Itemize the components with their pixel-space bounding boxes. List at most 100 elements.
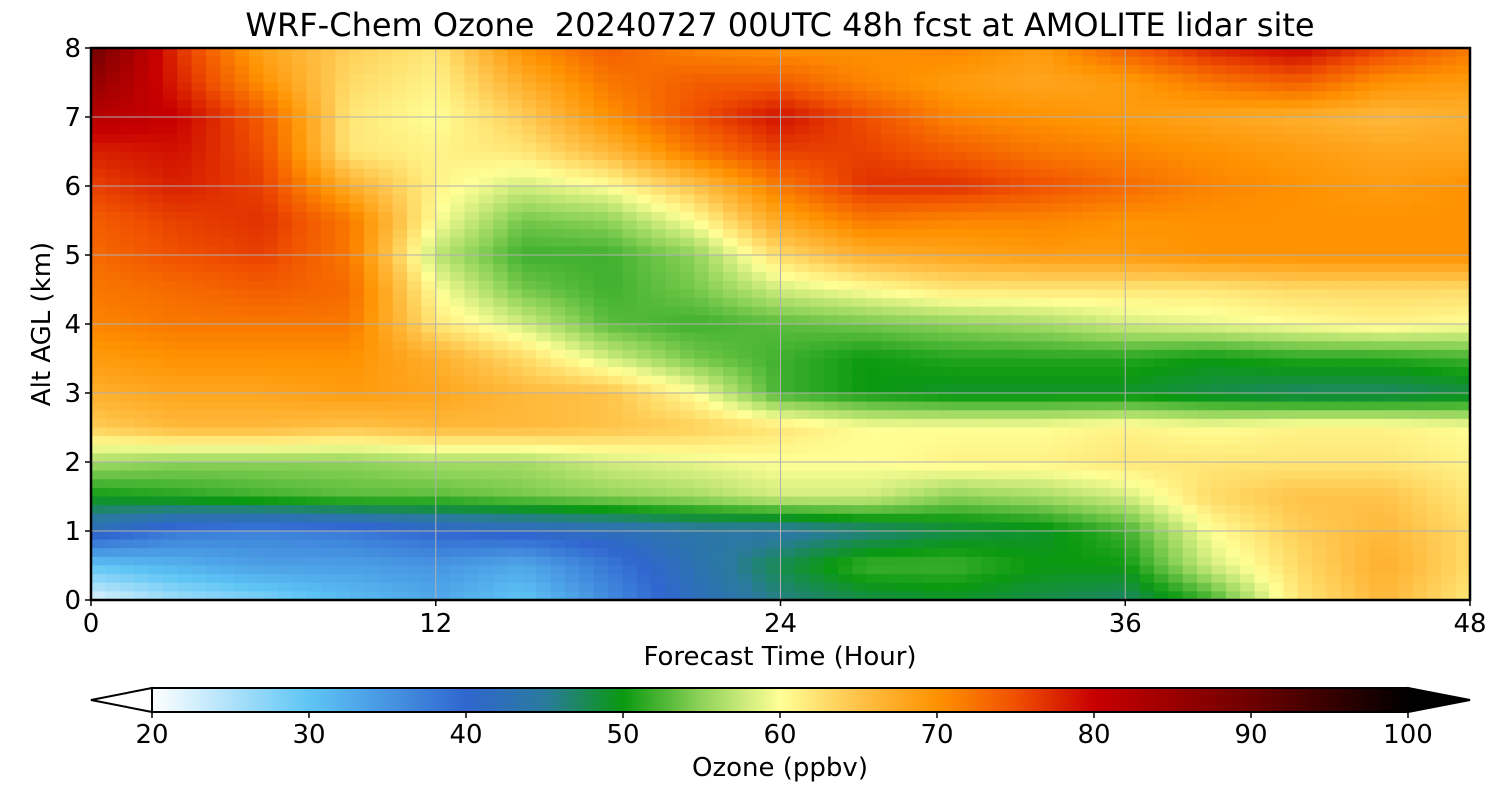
heatmap-cell bbox=[636, 220, 652, 230]
heatmap-cell bbox=[234, 289, 250, 299]
heatmap-cell bbox=[249, 367, 264, 377]
heatmap-cell bbox=[378, 255, 394, 265]
heatmap-cell bbox=[952, 134, 968, 144]
heatmap-cell bbox=[1254, 393, 1270, 403]
heatmap-cell bbox=[794, 177, 810, 187]
heatmap-cell bbox=[1398, 410, 1414, 420]
heatmap-cell bbox=[665, 341, 681, 351]
heatmap-cell bbox=[1326, 255, 1342, 265]
heatmap-cell bbox=[91, 177, 106, 187]
heatmap-cell bbox=[91, 306, 106, 316]
heatmap-cell bbox=[809, 246, 825, 256]
heatmap-cell bbox=[708, 453, 724, 463]
heatmap-cell bbox=[852, 246, 868, 256]
heatmap-cell bbox=[205, 229, 221, 239]
heatmap-cell bbox=[91, 367, 106, 377]
heatmap-cell bbox=[550, 142, 566, 153]
heatmap-cell bbox=[478, 186, 494, 196]
heatmap-cell bbox=[421, 358, 437, 368]
heatmap-cell bbox=[636, 65, 652, 75]
heatmap-cell bbox=[450, 410, 466, 420]
heatmap-cell bbox=[866, 168, 882, 178]
heatmap-cell bbox=[536, 332, 552, 342]
heatmap-cell bbox=[220, 220, 236, 230]
heatmap-cell bbox=[1053, 220, 1069, 230]
heatmap-cell bbox=[335, 177, 351, 187]
heatmap-cell bbox=[464, 289, 480, 299]
heatmap-cell bbox=[1010, 272, 1026, 282]
heatmap-cell bbox=[967, 332, 983, 342]
heatmap-cell bbox=[464, 160, 480, 170]
heatmap-cell bbox=[837, 229, 853, 239]
heatmap-cell bbox=[1153, 56, 1169, 66]
heatmap-cell bbox=[723, 211, 738, 222]
heatmap-cell bbox=[1024, 48, 1040, 58]
heatmap-cell bbox=[550, 375, 566, 385]
heatmap-cell bbox=[1326, 315, 1342, 325]
heatmap-cell bbox=[1067, 306, 1083, 316]
heatmap-cell bbox=[1383, 280, 1399, 291]
heatmap-cell bbox=[205, 306, 221, 316]
heatmap-cell bbox=[1369, 306, 1385, 316]
heatmap-cell bbox=[1254, 272, 1270, 282]
heatmap-cell bbox=[823, 91, 839, 101]
heatmap-cell bbox=[651, 393, 667, 403]
heatmap-cell bbox=[1297, 280, 1313, 291]
heatmap-cell bbox=[205, 384, 221, 394]
heatmap-cell bbox=[1254, 332, 1270, 342]
heatmap-cell bbox=[622, 48, 638, 58]
heatmap-cell bbox=[421, 384, 437, 394]
heatmap-cell bbox=[636, 341, 652, 351]
heatmap-cell bbox=[1326, 410, 1342, 420]
heatmap-cell bbox=[421, 142, 437, 153]
heatmap-cell bbox=[1067, 99, 1083, 109]
heatmap-cell bbox=[105, 134, 121, 144]
heatmap-cell bbox=[363, 272, 379, 282]
heatmap-cell bbox=[1168, 134, 1184, 144]
heatmap-cell bbox=[91, 194, 106, 204]
heatmap-cell bbox=[924, 324, 940, 334]
heatmap-cell bbox=[1125, 211, 1141, 222]
heatmap-cell bbox=[493, 194, 509, 204]
heatmap-cell bbox=[134, 453, 150, 463]
heatmap-cell bbox=[1297, 453, 1313, 463]
heatmap-cell bbox=[105, 186, 121, 196]
heatmap-cell bbox=[1311, 418, 1327, 429]
heatmap-cell bbox=[1125, 91, 1141, 101]
heatmap-cell bbox=[1240, 462, 1256, 472]
heatmap-cell bbox=[450, 367, 466, 377]
heatmap-cell bbox=[981, 194, 997, 204]
heatmap-cell bbox=[320, 142, 336, 153]
heatmap-cell bbox=[679, 203, 695, 213]
heatmap-cell bbox=[938, 220, 954, 230]
heatmap-cell bbox=[191, 332, 207, 342]
heatmap-cell bbox=[450, 263, 466, 273]
heatmap-cell bbox=[1254, 255, 1270, 265]
heatmap-cell bbox=[981, 436, 997, 446]
heatmap-cell bbox=[823, 315, 839, 325]
heatmap-cell bbox=[723, 341, 738, 351]
heatmap-cell bbox=[593, 324, 609, 334]
heatmap-cell bbox=[852, 177, 868, 187]
heatmap-cell bbox=[1369, 315, 1385, 325]
heatmap-cell bbox=[421, 203, 437, 213]
heatmap-cell bbox=[363, 65, 379, 75]
heatmap-cell bbox=[1110, 418, 1126, 429]
heatmap-cell bbox=[1326, 168, 1342, 178]
heatmap-cell bbox=[162, 375, 178, 385]
heatmap-cell bbox=[277, 177, 293, 187]
heatmap-cell bbox=[292, 418, 308, 429]
heatmap-cell bbox=[952, 470, 968, 480]
heatmap-cell bbox=[320, 367, 336, 377]
heatmap-cell bbox=[1383, 427, 1399, 437]
heatmap-cell bbox=[407, 220, 422, 230]
heatmap-cell bbox=[234, 410, 250, 420]
heatmap-cell bbox=[1082, 255, 1098, 265]
heatmap-cell bbox=[622, 349, 638, 360]
heatmap-cell bbox=[608, 168, 624, 178]
heatmap-cell bbox=[895, 177, 911, 187]
heatmap-cell bbox=[593, 289, 609, 299]
heatmap-cell bbox=[363, 151, 379, 161]
heatmap-cell bbox=[1197, 211, 1213, 222]
heatmap-cell bbox=[924, 332, 940, 342]
